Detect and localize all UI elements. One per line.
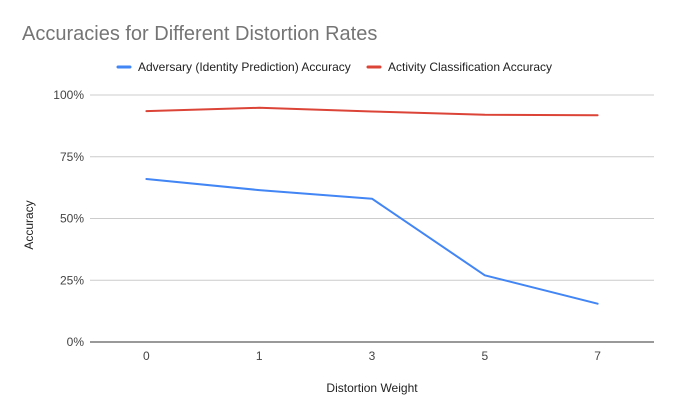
chart-title: Accuracies for Different Distortion Rate… xyxy=(22,23,377,45)
y-tick-label: 75% xyxy=(60,150,84,164)
y-axis-title: Accuracy xyxy=(22,200,36,249)
y-tick-label: 100% xyxy=(53,88,84,102)
series-lines xyxy=(145,106,599,305)
y-tick-label: 50% xyxy=(60,212,84,226)
x-axis-title: Distortion Weight xyxy=(326,381,418,395)
legend: Adversary (Identity Prediction) Accuracy… xyxy=(116,60,552,74)
legend-label: Adversary (Identity Prediction) Accuracy xyxy=(138,60,351,74)
y-axis-ticks: 0% 25% 50% 75% 100% xyxy=(53,88,84,349)
y-tick-label: 0% xyxy=(67,335,85,349)
x-axis-ticks: 0 1 3 5 7 xyxy=(143,349,601,363)
series-line-1 xyxy=(145,106,599,117)
x-tick-label: 0 xyxy=(143,349,150,363)
x-tick-label: 1 xyxy=(256,349,263,363)
x-tick-label: 5 xyxy=(481,349,488,363)
y-tick-label: 25% xyxy=(60,273,84,287)
series-line-0 xyxy=(145,178,599,305)
x-tick-label: 3 xyxy=(369,349,376,363)
gridlines xyxy=(90,94,654,343)
legend-label: Activity Classification Accuracy xyxy=(388,60,552,74)
x-tick-label: 7 xyxy=(594,349,601,363)
